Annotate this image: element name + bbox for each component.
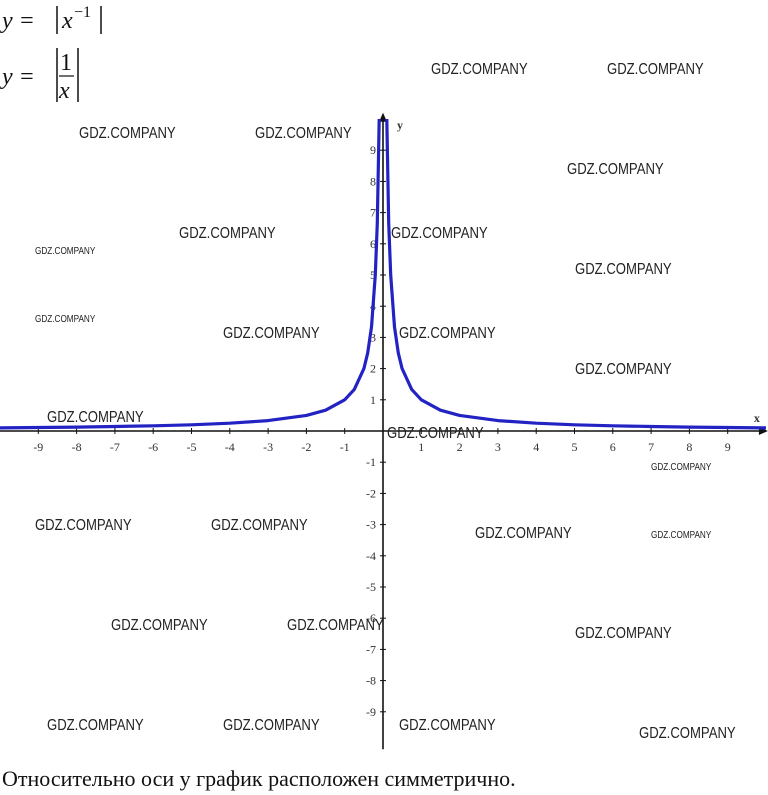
watermark: GDZ.COMPANY <box>35 313 95 324</box>
formula-2: y = 1 x <box>0 48 79 104</box>
y-tick-label: -4 <box>366 549 376 563</box>
y-tick-label: -3 <box>366 518 376 532</box>
formula-exp: −1 <box>74 4 91 21</box>
watermark: GDZ.COMPANY <box>575 625 672 642</box>
y-tick-label: -6 <box>366 611 376 625</box>
watermark: GDZ.COMPANY <box>575 361 672 378</box>
formula-lhs: y = <box>0 64 35 90</box>
formula-num: 1 <box>60 50 72 76</box>
watermark: GDZ.COMPANY <box>223 717 320 734</box>
y-tick-label: -9 <box>366 705 376 719</box>
x-axis-label: x <box>754 411 760 425</box>
x-tick-label: -2 <box>301 440 311 454</box>
x-tick-label: 9 <box>725 440 731 454</box>
y-tick-label: 9 <box>370 143 376 157</box>
x-tick-label: 6 <box>610 440 616 454</box>
watermark: GDZ.COMPANY <box>47 717 144 734</box>
watermark: GDZ.COMPANY <box>387 425 484 442</box>
x-tick-label: -1 <box>340 440 350 454</box>
x-tick-label: 7 <box>648 440 654 454</box>
x-tick-label: 2 <box>457 440 463 454</box>
watermark: GDZ.COMPANY <box>651 461 711 472</box>
plot: x y -9 -8 -7 -6 -5 -4 -3 -2 -1 1 2 3 4 5 6 7 8 9 -9 -8 -7 -6 -5 -… <box>0 112 768 750</box>
watermark: GDZ.COMPANY <box>47 409 144 426</box>
watermark: GDZ.COMPANY <box>639 725 736 742</box>
y-tick-label: -1 <box>366 455 376 469</box>
watermark: GDZ.COMPANY <box>287 617 384 634</box>
y-tick-label: 6 <box>370 237 376 251</box>
y-tick-label: 3 <box>370 330 376 344</box>
y-tick-label: 5 <box>370 268 376 282</box>
x-tick-label: 5 <box>572 440 578 454</box>
y-tick-label: -7 <box>366 642 376 656</box>
formula-den: x <box>58 78 70 104</box>
watermark: GDZ.COMPANY <box>35 517 132 534</box>
y-tick-label: -8 <box>366 674 376 688</box>
x-tick-label: -4 <box>225 440 235 454</box>
watermark: GDZ.COMPANY <box>391 225 488 242</box>
y-tick-label: 1 <box>370 393 376 407</box>
curve <box>0 118 767 430</box>
y-tick-label: -2 <box>366 486 376 500</box>
watermark: GDZ.COMPANY <box>79 125 176 142</box>
watermark: GDZ.COMPANY <box>651 529 711 540</box>
watermark: GDZ.COMPANY <box>255 125 352 142</box>
watermark: GDZ.COMPANY <box>35 245 95 256</box>
watermark: GDZ.COMPANY <box>567 161 664 178</box>
x-tick-label: 3 <box>495 440 501 454</box>
x-tick-label: 1 <box>418 440 424 454</box>
watermark: GDZ.COMPANY <box>399 717 496 734</box>
x-tick-label: -7 <box>110 440 120 454</box>
watermark: GDZ.COMPANY <box>607 61 704 78</box>
y-tick-label: -5 <box>366 580 376 594</box>
y-axis-arrow <box>379 112 387 122</box>
watermark: GDZ.COMPANY <box>223 325 320 342</box>
watermark: GDZ.COMPANY <box>399 325 496 342</box>
y-axis-label: y <box>397 118 403 132</box>
watermark: GDZ.COMPANY <box>179 225 276 242</box>
watermark: GDZ.COMPANY <box>111 617 208 634</box>
formula-1: y = x −1 <box>0 4 102 34</box>
watermark: GDZ.COMPANY <box>575 261 672 278</box>
y-tick-label: 7 <box>370 206 376 220</box>
watermark: GDZ.COMPANY <box>211 517 308 534</box>
x-tick-label: -8 <box>72 440 82 454</box>
watermark: GDZ.COMPANY <box>475 525 572 542</box>
watermarks: GDZ.COMPANY GDZ.COMPANY GDZ.COMPANY GDZ.COM… <box>35 61 736 742</box>
x-tick-label: 4 <box>533 440 539 454</box>
formula-base: x <box>61 8 73 34</box>
caption: Относительно оси y график расположен сим… <box>2 766 516 791</box>
y-tick-label: 2 <box>370 362 376 376</box>
watermark: GDZ.COMPANY <box>431 61 528 78</box>
x-tick-label: 8 <box>686 440 692 454</box>
x-tick-label: -5 <box>187 440 197 454</box>
formula-lhs: y = <box>0 8 35 34</box>
x-tick-label: -9 <box>33 440 43 454</box>
y-tick-label: 8 <box>370 174 376 188</box>
x-tick-label: -6 <box>148 440 158 454</box>
x-tick-label: -3 <box>263 440 273 454</box>
